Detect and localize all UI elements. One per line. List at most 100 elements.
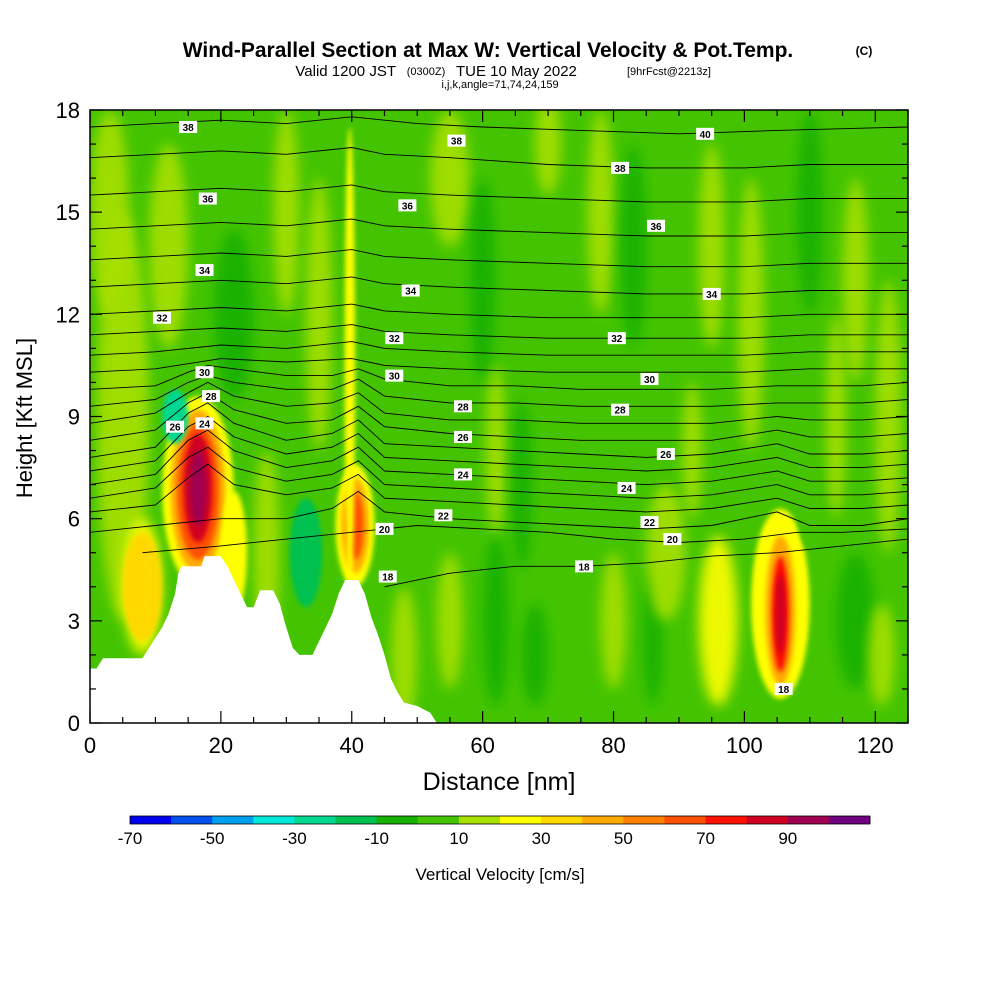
svg-text:28: 28 bbox=[457, 402, 469, 413]
colorbar-bin bbox=[130, 816, 172, 824]
theta-contour-label: 26 bbox=[454, 430, 473, 444]
field-streak bbox=[482, 535, 509, 706]
colorbar-bin bbox=[582, 816, 624, 824]
svg-text:32: 32 bbox=[389, 334, 401, 345]
x-tick-label: 40 bbox=[340, 733, 364, 758]
theta-contour-line bbox=[142, 525, 908, 554]
theta-contour-line bbox=[90, 446, 908, 499]
colorbar-tick-label: 90 bbox=[778, 829, 797, 848]
theta-contour-line bbox=[90, 303, 908, 319]
velocity-feature bbox=[162, 389, 189, 444]
theta-contour-label: 40 bbox=[696, 127, 715, 141]
svg-text:28: 28 bbox=[206, 392, 218, 403]
y-tick-label: 18 bbox=[56, 98, 80, 123]
theta-contour-label: 22 bbox=[640, 516, 659, 529]
velocity-feature bbox=[344, 127, 355, 604]
theta-contour-line bbox=[90, 218, 908, 237]
colorbar-bin bbox=[171, 816, 213, 824]
svg-text:18: 18 bbox=[778, 685, 790, 696]
velocity-feature bbox=[775, 573, 786, 655]
theta-contour-label: 28 bbox=[202, 390, 221, 403]
svg-text:34: 34 bbox=[706, 290, 718, 301]
field-streak bbox=[682, 382, 702, 519]
colorbar-tick-label: -70 bbox=[118, 829, 143, 848]
theta-contour-line bbox=[90, 490, 908, 533]
theta-contour-label: 32 bbox=[385, 332, 404, 345]
colorbar-bin bbox=[828, 816, 871, 824]
colorbar-bin bbox=[787, 816, 830, 824]
x-tick-label: 120 bbox=[857, 733, 894, 758]
theta-contour-label: 20 bbox=[663, 533, 682, 546]
theta-contour-line bbox=[90, 402, 908, 458]
svg-text:34: 34 bbox=[199, 266, 211, 277]
field-streak bbox=[737, 178, 764, 451]
svg-text:30: 30 bbox=[644, 375, 656, 386]
svg-text:28: 28 bbox=[615, 406, 627, 417]
svg-text:26: 26 bbox=[457, 433, 469, 444]
colorbar-bin bbox=[500, 816, 542, 824]
velocity-feature bbox=[189, 450, 207, 526]
y-tick-label: 9 bbox=[68, 405, 80, 430]
theta-contour-label: 18 bbox=[378, 570, 397, 584]
plot-area: 38 38 40 38 36 36 36 34 34 34 32 32 32 30 30 30 28 28 28 26… bbox=[90, 110, 908, 723]
svg-text:38: 38 bbox=[451, 137, 463, 148]
field-streak bbox=[875, 280, 902, 553]
velocity-feature bbox=[122, 532, 162, 642]
field-streak bbox=[826, 314, 846, 519]
field-streak bbox=[535, 110, 562, 196]
x-tick-label: 20 bbox=[209, 733, 233, 758]
chart-title: Wind-Parallel Section at Max W: Vertical… bbox=[183, 39, 794, 62]
colorbar-tick-label: 50 bbox=[614, 829, 633, 848]
colorbar-tick-label: 70 bbox=[696, 829, 715, 848]
field-streak bbox=[521, 603, 548, 706]
y-tick-label: 6 bbox=[68, 507, 80, 532]
x-tick-label: 0 bbox=[84, 733, 96, 758]
theta-contour-line bbox=[90, 381, 908, 424]
theta-contour-label: 34 bbox=[195, 264, 214, 277]
velocity-feature bbox=[796, 454, 823, 550]
svg-text:18: 18 bbox=[382, 573, 394, 584]
velocity-feature bbox=[289, 498, 323, 608]
theta-contour-label: 28 bbox=[611, 403, 630, 417]
field-streak bbox=[96, 212, 149, 621]
x-tick-label: 80 bbox=[601, 733, 625, 758]
colorbar-bin bbox=[664, 816, 707, 824]
theta-contour-label: 36 bbox=[198, 192, 217, 206]
theta-contour-label: 24 bbox=[454, 468, 473, 481]
field-streak bbox=[796, 110, 823, 315]
svg-text:24: 24 bbox=[457, 470, 469, 481]
svg-text:24: 24 bbox=[621, 484, 633, 495]
svg-text:24: 24 bbox=[199, 419, 211, 430]
theta-contour-label: 30 bbox=[640, 373, 659, 386]
theta-contour-line bbox=[90, 463, 908, 513]
theta-contour-label: 24 bbox=[195, 417, 214, 430]
svg-text:34: 34 bbox=[405, 286, 417, 297]
colorbar-label: Vertical Velocity [cm/s] bbox=[415, 865, 584, 884]
y-tick-label: 15 bbox=[56, 200, 80, 225]
y-tick-label: 12 bbox=[56, 302, 80, 327]
svg-text:20: 20 bbox=[667, 535, 679, 546]
field-streak bbox=[646, 484, 686, 621]
colorbar-bin bbox=[746, 816, 789, 824]
theta-contour-label: 26 bbox=[166, 420, 185, 434]
colorbar-bin bbox=[335, 816, 378, 824]
theta-contour-label: 24 bbox=[617, 482, 636, 495]
field-streak bbox=[469, 178, 496, 383]
theta-contour-label: 32 bbox=[152, 311, 171, 325]
field-streak bbox=[587, 110, 614, 315]
theta-contour-label: 38 bbox=[611, 161, 630, 175]
svg-text:36: 36 bbox=[402, 201, 414, 212]
colorbar-bin bbox=[212, 816, 254, 824]
theta-contour-label: 38 bbox=[179, 121, 198, 134]
colorbar-tick-label: -30 bbox=[282, 829, 307, 848]
field-streak bbox=[512, 399, 532, 570]
field-streak bbox=[485, 365, 506, 536]
field-streak bbox=[149, 144, 189, 349]
y-tick-label: 0 bbox=[68, 711, 80, 736]
valid-time-utc: (0300Z) bbox=[407, 66, 446, 78]
colorbar: -70 -50 -30 -10 10 30 50 70 90 bbox=[118, 815, 871, 848]
y-axis-label: Height [Kft MSL] bbox=[12, 338, 37, 498]
colorbar-bin bbox=[253, 816, 295, 824]
